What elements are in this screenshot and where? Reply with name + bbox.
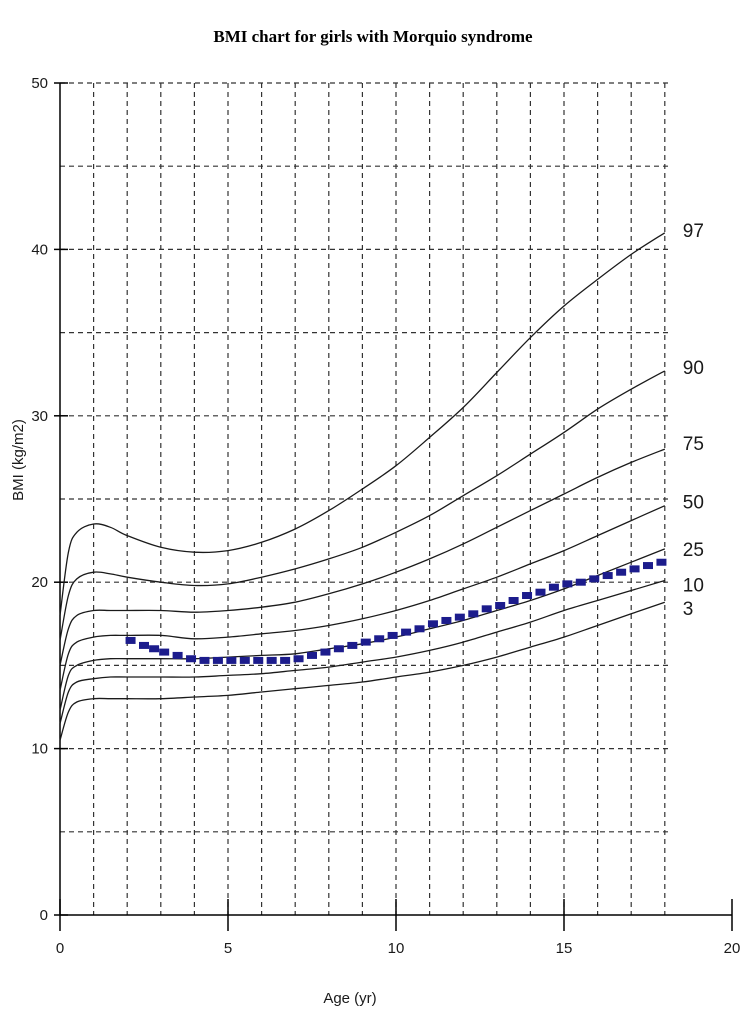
x-tick-label: 0	[56, 940, 64, 957]
y-tick-label: 10	[31, 741, 48, 758]
x-tick-label: 20	[724, 940, 741, 957]
patient-point	[643, 562, 653, 570]
y-tick-label: 40	[31, 241, 48, 258]
y-tick-label: 50	[31, 75, 48, 92]
patient-point	[589, 575, 600, 583]
patient-point	[535, 588, 546, 596]
patient-point	[293, 655, 304, 663]
percentile-label-97: 97	[683, 221, 704, 242]
patient-point	[468, 610, 479, 618]
percentile-series-layer	[59, 232, 666, 741]
patient-point	[212, 656, 223, 664]
percentile-line-50	[59, 505, 666, 691]
patient-point	[159, 648, 170, 656]
x-tick-label: 5	[224, 940, 232, 957]
patient-point	[172, 651, 183, 659]
patient-point	[280, 656, 291, 664]
grid-layer	[60, 82, 668, 915]
patient-point	[360, 638, 371, 646]
percentile-label-3: 3	[683, 599, 694, 620]
percentile-line-25	[59, 548, 666, 711]
x-tick-label: 10	[388, 940, 405, 957]
patient-point	[347, 641, 358, 649]
patient-point	[333, 645, 344, 653]
percentile-label-75: 75	[683, 434, 704, 455]
percentile-label-10: 10	[683, 576, 704, 597]
patient-point	[481, 605, 492, 613]
percentile-label-25: 25	[683, 540, 704, 561]
patient-point	[374, 635, 385, 643]
patient-point	[125, 636, 136, 644]
x-axis-title: Age (yr)	[323, 990, 376, 1007]
percentile-label-50: 50	[683, 493, 704, 514]
patient-point	[629, 565, 640, 573]
patient-point	[199, 656, 210, 664]
patient-point	[562, 580, 573, 588]
patient-point	[149, 645, 160, 653]
patient-point	[139, 641, 149, 649]
patient-point	[186, 655, 197, 663]
patient-point	[495, 601, 506, 609]
percentile-label-90: 90	[683, 358, 704, 379]
y-tick-label: 0	[40, 907, 48, 924]
patient-point	[253, 656, 264, 664]
patient-point	[320, 648, 331, 656]
patient-point	[522, 592, 533, 600]
percentile-line-90	[59, 370, 666, 641]
patient-point	[454, 613, 465, 621]
patient-point	[602, 572, 613, 580]
percentile-line-10	[59, 579, 665, 724]
patient-point	[656, 558, 667, 566]
x-tick-label: 15	[556, 940, 573, 957]
patient-point	[575, 578, 586, 586]
patient-point	[266, 656, 277, 664]
percentile-line-75	[59, 448, 666, 666]
percentile-line-3	[59, 601, 666, 741]
y-tick-label: 30	[31, 408, 48, 425]
patient-point	[441, 616, 452, 624]
percentile-line-97	[59, 232, 666, 616]
patient-point	[616, 568, 627, 576]
chart-title: BMI chart for girls with Morquio syndrom…	[213, 27, 533, 46]
patient-point	[414, 625, 425, 633]
patient-point	[401, 628, 412, 636]
patient-point	[387, 631, 398, 639]
patient-point	[548, 583, 559, 591]
patient-point	[508, 597, 519, 605]
patient-point	[427, 620, 438, 628]
patient-point	[307, 651, 317, 659]
patient-point	[239, 656, 250, 664]
axes-layer	[54, 82, 733, 931]
y-tick-label: 20	[31, 574, 48, 591]
patient-point	[226, 656, 237, 664]
y-axis-title: BMI (kg/m2)	[10, 419, 27, 501]
patient-data-layer	[125, 558, 667, 664]
